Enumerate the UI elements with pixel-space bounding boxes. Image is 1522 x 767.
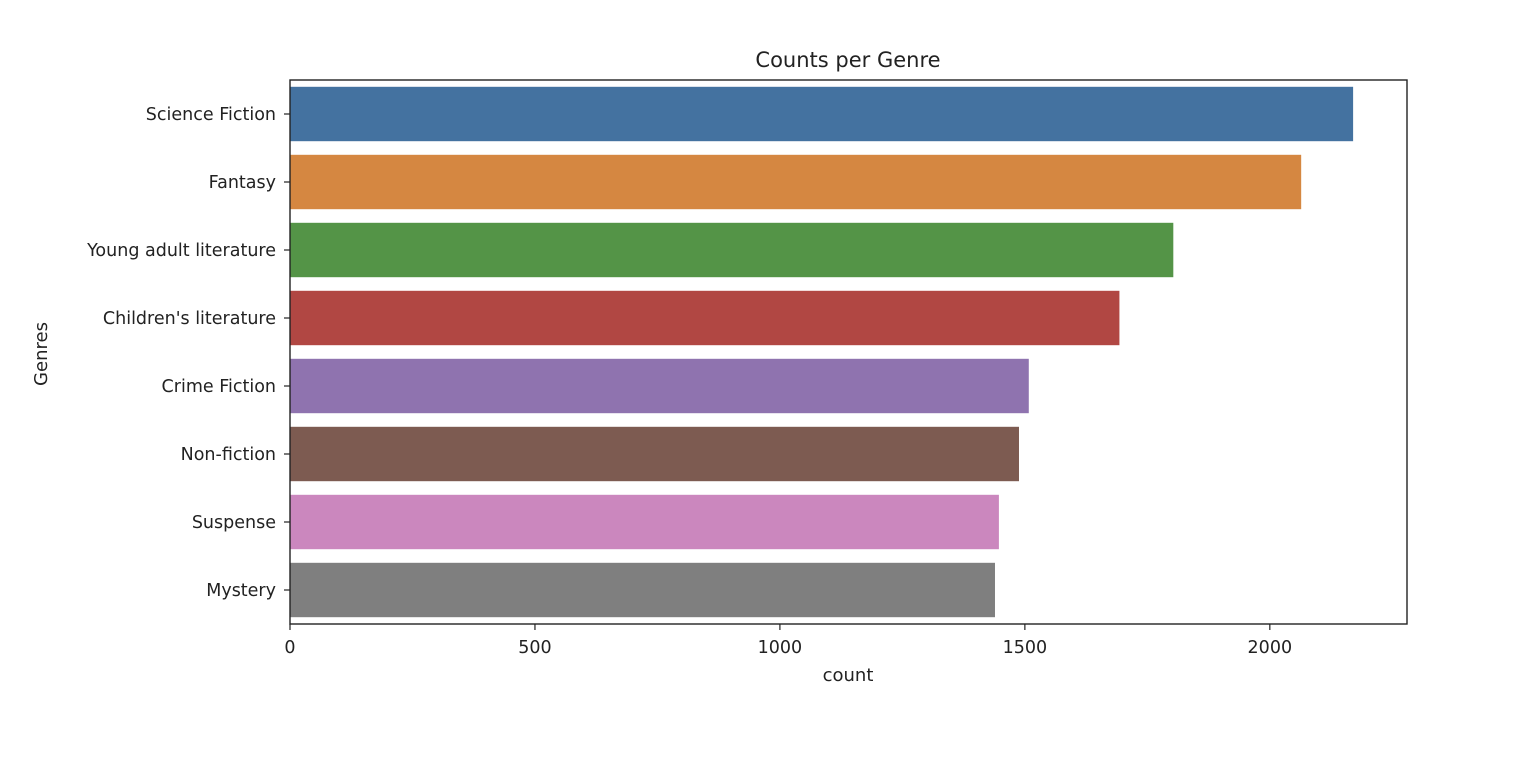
- y-tick-label: Fantasy: [209, 173, 276, 193]
- bar-5: [290, 426, 1019, 482]
- plot-frame: [289, 79, 1408, 625]
- y-axis-ticks: Science Fiction Fantasy Young adult litera…: [86, 105, 290, 601]
- x-tick-label: 1500: [1003, 638, 1048, 658]
- y-tick-label: Young adult literature: [86, 241, 276, 261]
- bar-7: [290, 562, 995, 618]
- y-tick-label: Non-fiction: [181, 445, 276, 465]
- y-tick-label: Science Fiction: [146, 105, 276, 125]
- bar-6: [290, 494, 999, 550]
- x-tick-label: 1000: [758, 638, 803, 658]
- x-tick-label: 0: [284, 638, 295, 658]
- y-tick-label: Suspense: [192, 513, 276, 533]
- bars: [290, 86, 1354, 618]
- bar-4: [290, 358, 1029, 414]
- y-tick-label: Mystery: [206, 581, 276, 601]
- x-axis-ticks: 0 500 1000 1500 2000: [284, 624, 1292, 658]
- bar-3: [290, 290, 1120, 346]
- bar-1: [290, 154, 1302, 210]
- y-tick-label: Crime Fiction: [162, 377, 276, 397]
- y-axis-label: Genres: [31, 322, 52, 386]
- x-tick-label: 500: [518, 638, 551, 658]
- x-axis-label: count: [823, 665, 874, 686]
- chart-title: Counts per Genre: [755, 48, 940, 72]
- y-tick-label: Children's literature: [103, 309, 276, 329]
- bar-0: [290, 86, 1354, 142]
- x-tick-label: 2000: [1248, 638, 1293, 658]
- bar-2: [290, 222, 1174, 278]
